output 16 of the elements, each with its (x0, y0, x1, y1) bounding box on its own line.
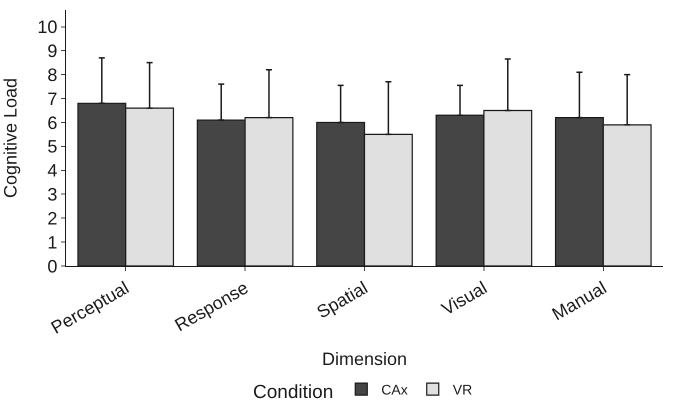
legend-label: VR (452, 382, 472, 398)
legend-label: CAx (381, 382, 408, 398)
y-tick-label: 0 (47, 256, 58, 276)
y-tick-label: 4 (47, 160, 58, 181)
y-tick-label: 5 (47, 136, 58, 157)
y-tick-label: 6 (47, 112, 58, 133)
y-tick-label: 3 (47, 184, 58, 205)
y-axis-title: Cognitive Load (0, 78, 21, 198)
legend-title: Condition (253, 382, 334, 404)
y-tick-label: 9 (47, 40, 58, 61)
x-axis-title: Dimension (322, 348, 408, 369)
y-tick-label: 8 (47, 64, 58, 85)
y-tick-label: 7 (47, 88, 58, 109)
y-tick-label: 10 (37, 17, 58, 38)
y-tick-label: 1 (47, 232, 58, 252)
y-tick-label: 2 (47, 208, 58, 228)
